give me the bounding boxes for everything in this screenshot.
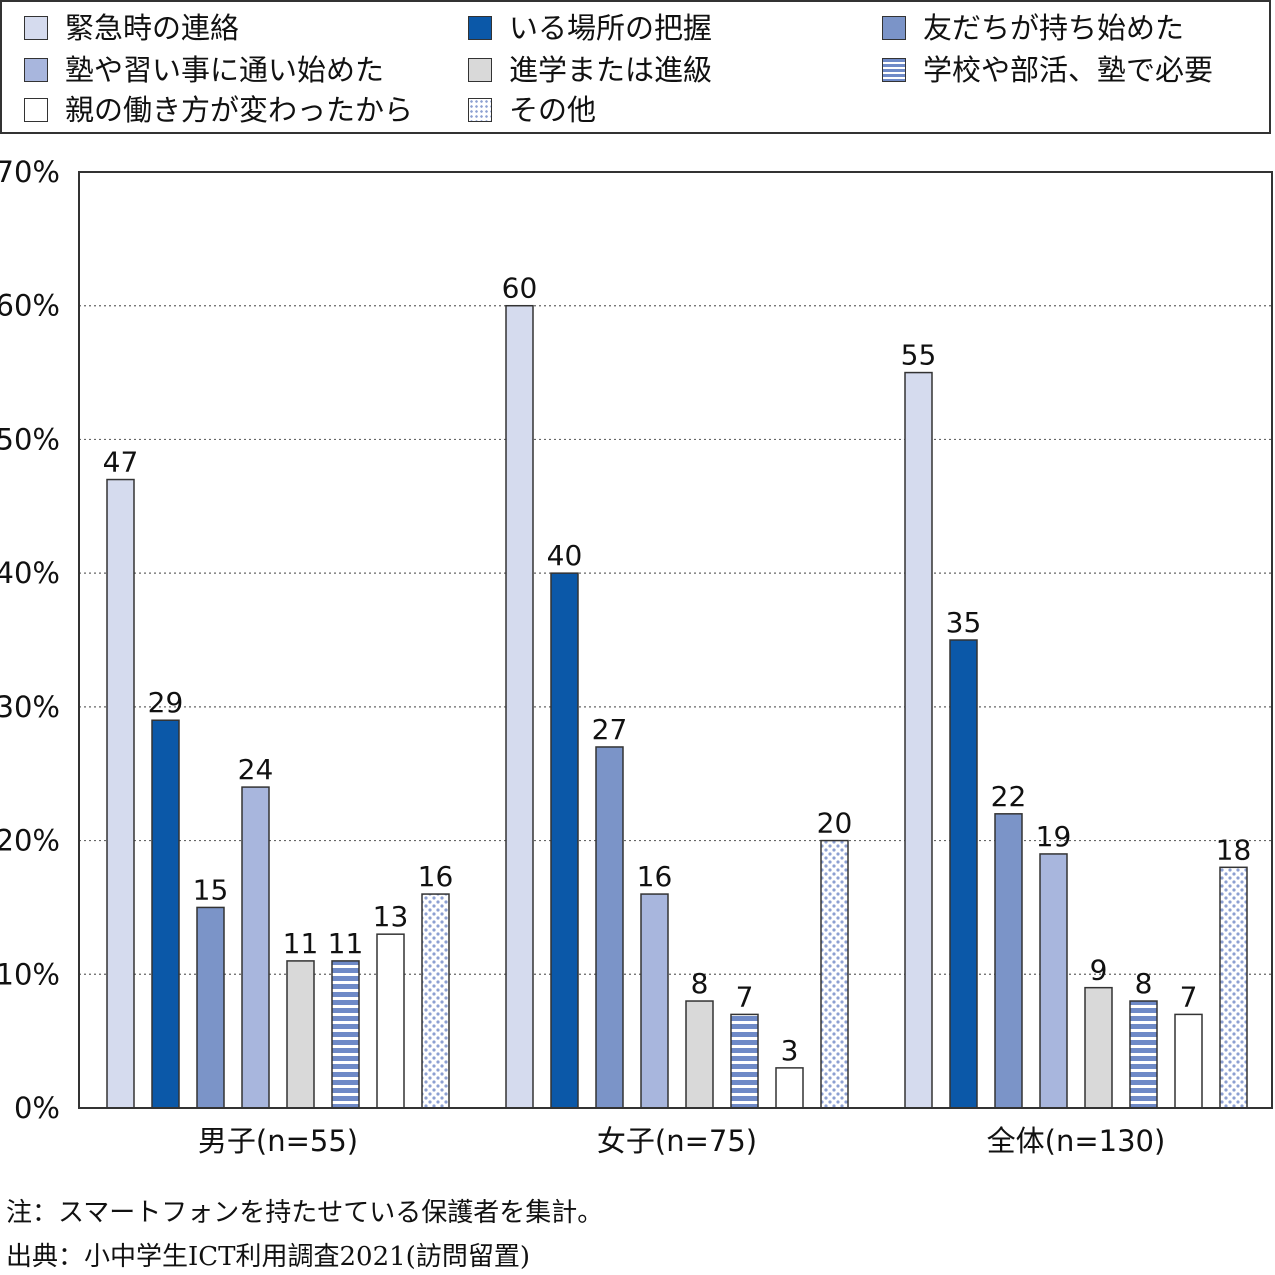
bar [196,906,225,1109]
bar-value-label: 11 [283,927,319,960]
bar-value-label: 16 [418,860,454,893]
bar-value-label: 15 [193,873,229,906]
bar-value-label: 8 [691,967,709,1000]
legend-item-friends-started: 友だちが持ち始めた [882,12,1184,44]
bar [106,478,135,1109]
bar [331,960,360,1109]
bar [1219,866,1248,1109]
bar [730,1013,759,1109]
y-axis-ticks: 0% 10% 20% 30% 40% 50% 60% 70% [0,155,60,1125]
bar-value-label: 60 [502,272,538,305]
legend-label: 塾や習い事に通い始めた [65,53,385,87]
bar [640,893,669,1109]
legend-item-location-tracking: いる場所の把握 [468,12,712,44]
legend-item-grade-advance: 進学または進級 [468,54,712,86]
x-category-label: 女子(n=75) [597,1124,757,1158]
legend-label: 学校や部活、塾で必要 [923,53,1214,87]
bar-value-label: 11 [328,927,364,960]
bar [949,639,978,1109]
bar-value-label: 18 [1216,833,1252,866]
bar [1084,986,1113,1109]
legend-label: 緊急時の連絡 [65,11,240,45]
legend-swatch-4 [468,58,492,82]
bar [1129,1000,1158,1109]
bar [1039,853,1068,1109]
legend-item-parent-work-change: 親の働き方が変わったから [24,94,413,126]
y-tick-label: 60% [0,289,60,323]
x-axis-categories: 男子(n=55) 女子(n=75) 全体(n=130) [198,1124,1165,1158]
legend-swatch-3 [24,58,48,82]
legend-item-cram-school: 塾や習い事に通い始めた [24,54,384,86]
bar-value-label: 19 [1036,820,1072,853]
legend-item-other: その他 [468,94,596,126]
bar [994,813,1023,1109]
y-tick-label: 50% [0,422,60,456]
bar [685,1000,714,1109]
plot-frame [78,171,1273,1109]
bar-value-label: 3 [781,1034,799,1067]
x-category-label: 男子(n=55) [198,1124,358,1158]
bar [241,786,270,1109]
bar-value-label: 9 [1090,954,1108,987]
bar [595,746,624,1109]
bar-value-label: 22 [991,780,1027,813]
bar-value-label: 24 [238,753,274,786]
footnote: 注：スマートフォンを持たせている保護者を集計。 [6,1198,604,1228]
legend-label: いる場所の把握 [509,11,713,45]
y-tick-label: 20% [0,824,60,858]
bar-value-label: 27 [592,713,628,746]
bar-value-label: 7 [736,980,754,1013]
bar-chart: 0% 10% 20% 30% 40% 50% 60% 70% 47 29 15 24 11 11 13 16… [0,155,1273,1158]
bar-value-label: 13 [373,900,409,933]
legend-label: 友だちが持ち始めた [923,11,1185,45]
bar [820,839,849,1109]
bar [151,719,180,1109]
legend-swatch-1 [468,16,492,40]
bar [376,933,405,1109]
legend-swatch-0 [24,16,48,40]
legend-swatch-5 [882,58,906,82]
bar [904,371,933,1109]
legend-label: その他 [509,93,597,127]
y-tick-label: 30% [0,690,60,724]
bar [286,960,315,1109]
bar-value-label: 7 [1180,980,1198,1013]
bar [550,572,579,1109]
x-category-label: 全体(n=130) [987,1124,1166,1158]
bars [106,304,1248,1109]
source-note: 出典：小中学生ICT利用調査2021(訪問留置) [6,1242,530,1272]
legend-label: 進学または進級 [509,53,713,87]
legend-swatch-2 [882,16,906,40]
y-tick-label: 40% [0,556,60,590]
legend-swatch-7 [468,98,492,122]
bar [421,893,450,1109]
bar-value-label: 20 [817,807,853,840]
bar-value-label: 29 [148,686,184,719]
y-tick-label: 0% [14,1091,60,1125]
bar-value-label: 40 [547,539,583,572]
legend: 緊急時の連絡 いる場所の把握 友だちが持ち始めた 塾や習い事に通い始めた 進学ま… [0,0,1271,134]
gridlines [79,305,1272,975]
legend-item-emergency-contact: 緊急時の連絡 [24,12,239,44]
legend-swatch-6 [24,98,48,122]
y-tick-label: 10% [0,957,60,991]
bar-value-label: 35 [946,606,982,639]
y-tick-label: 70% [0,155,60,189]
bar-value-label: 16 [637,860,673,893]
bar-value-label: 55 [901,339,937,372]
bar [775,1067,804,1109]
bar [1174,1013,1203,1109]
legend-label: 親の働き方が変わったから [65,93,414,127]
legend-item-school-required: 学校や部活、塾で必要 [882,54,1213,86]
bar [505,304,534,1109]
bar-value-label: 47 [103,446,139,479]
bar-value-label: 8 [1135,967,1153,1000]
